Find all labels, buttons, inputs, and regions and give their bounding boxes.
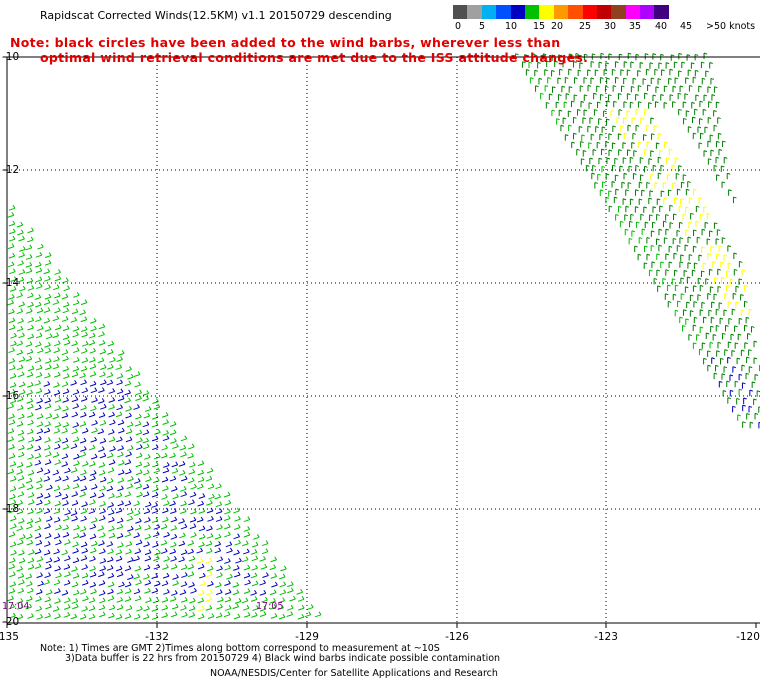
grid-lines <box>7 57 760 623</box>
scale-label: 10 <box>505 21 518 32</box>
lon-label: -132 <box>145 631 169 643</box>
scale-box <box>524 5 540 19</box>
lat-label: -16 <box>2 390 19 402</box>
scale-box <box>496 5 511 19</box>
scale-box <box>467 5 482 19</box>
lat-label: -10 <box>2 51 19 63</box>
scale-box <box>625 5 641 19</box>
color-scale-boxes <box>453 5 753 19</box>
chart-title: Rapidscat Corrected Winds(12.5KM) v1.1 2… <box>40 9 392 22</box>
lon-label: -135 <box>0 631 19 643</box>
time-label: 17:04 <box>2 601 29 612</box>
axes <box>3 56 760 628</box>
footer-credit: NOAA/NESDIS/Center for Satellite Applica… <box>210 668 498 679</box>
wind-barbs <box>7 52 760 620</box>
scale-label: 25 <box>579 21 592 32</box>
scale-label: 15 <box>533 21 546 32</box>
scale-label: 35 <box>629 21 642 32</box>
time-label: 17:05 <box>256 601 283 612</box>
scale-label: >50 knots <box>706 21 756 32</box>
lat-label: -18 <box>2 503 19 515</box>
scale-box <box>481 5 497 19</box>
footer-note-1: Note: 1) Times are GMT 2)Times along bot… <box>40 643 440 654</box>
scale-label: 40 <box>655 21 668 32</box>
scale-box <box>553 5 569 19</box>
lon-label: -120 <box>736 631 760 643</box>
axis-labels: -135 -132 -129 -126 -123 -120 -10 -12 -14 -16 -18 -… <box>0 51 760 643</box>
color-scale-labels: 0 5 10 15 20 25 30 35 40 45 >50 knots <box>453 19 756 32</box>
lat-label: -12 <box>2 164 19 176</box>
scale-box <box>539 5 554 19</box>
scale-box <box>582 5 597 19</box>
scale-box <box>453 5 468 19</box>
lat-label: -20 <box>2 616 19 628</box>
scale-label: 20 <box>551 21 564 32</box>
lat-label: -14 <box>2 277 19 289</box>
scale-box <box>611 5 626 19</box>
footer-note-2: 3)Data buffer is 22 hrs from 20150729 4)… <box>65 653 501 664</box>
scale-label: 0 <box>455 21 462 32</box>
lon-label: -126 <box>445 631 469 643</box>
scale-label: 45 <box>680 21 693 32</box>
scale-box <box>568 5 583 19</box>
scale-box <box>510 5 525 19</box>
note-line-1: Note: black circles have been added to t… <box>10 35 561 50</box>
scale-label: 30 <box>604 21 617 32</box>
scale-box <box>596 5 612 19</box>
wind-speed-color-scale: 0 5 10 15 20 25 30 35 40 45 >50 knots <box>453 5 756 32</box>
scale-label: 5 <box>479 21 486 32</box>
note-line-2: optimal wind retrieval conditions are me… <box>40 50 589 65</box>
lon-label: -129 <box>295 631 319 643</box>
scale-box <box>640 5 655 19</box>
scale-box <box>654 5 669 19</box>
lon-label: -123 <box>594 631 618 643</box>
